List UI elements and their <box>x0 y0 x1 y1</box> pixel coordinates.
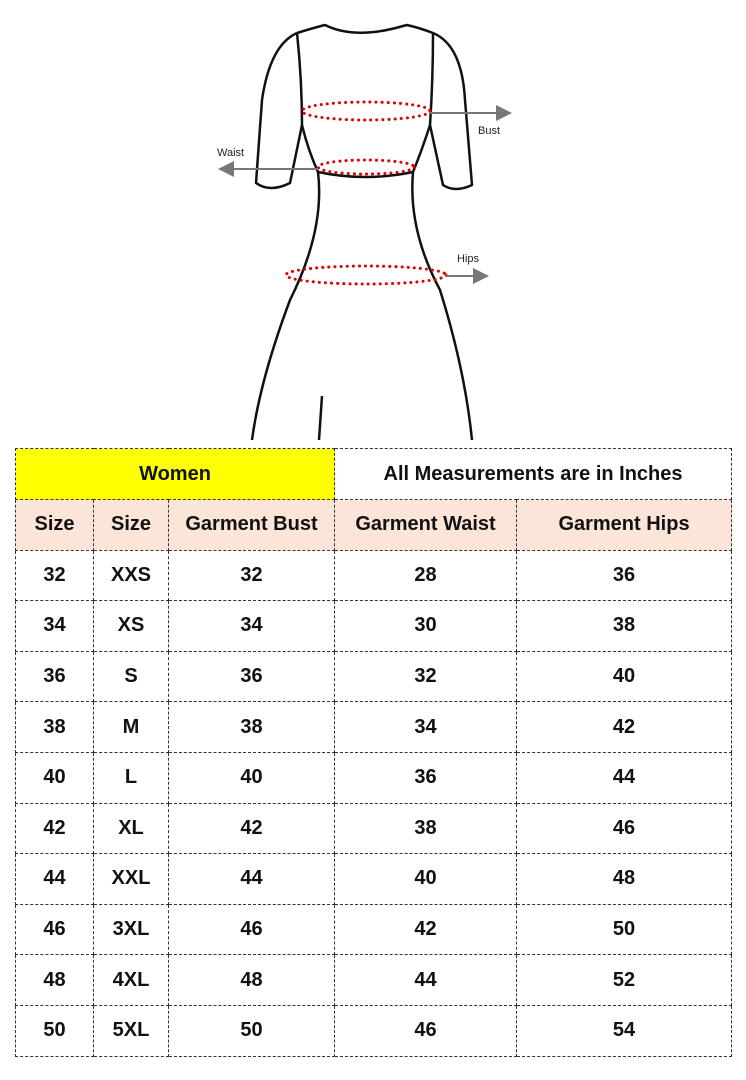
cell-garment-hips: 52 <box>516 954 733 1006</box>
cell-size-letter: XL <box>93 802 169 855</box>
waist-measure-line <box>316 158 416 176</box>
cell-size-number: 36 <box>15 650 94 703</box>
table-row: 48 4XL 48 44 52 <box>15 954 733 1006</box>
cell-garment-bust: 46 <box>167 903 336 956</box>
dress-outline <box>250 23 474 441</box>
cell-garment-hips: 46 <box>516 802 733 855</box>
cell-garment-waist: 32 <box>334 650 518 703</box>
header-garment-bust: Garment Bust <box>167 499 336 551</box>
cell-size-letter: M <box>93 701 169 753</box>
cell-size-number: 42 <box>15 802 94 855</box>
cell-size-number: 40 <box>15 751 94 804</box>
table-row: 50 5XL 50 46 54 <box>15 1004 733 1057</box>
cell-garment-hips: 42 <box>516 701 733 753</box>
women-title: Women <box>14 448 336 500</box>
measure-lines <box>284 100 448 286</box>
waist-label: Waist <box>217 147 244 159</box>
dress-measurement-diagram: Bust Waist Hips <box>217 23 512 441</box>
hips-label: Hips <box>457 253 480 265</box>
cell-size-letter: 4XL <box>93 954 169 1006</box>
table-row: 32 XXS 32 28 36 <box>15 549 733 602</box>
cell-garment-bust: 40 <box>167 751 336 804</box>
cell-garment-waist: 40 <box>334 853 518 905</box>
cell-garment-waist: 44 <box>334 954 518 1006</box>
table-row: 44 XXL 44 40 48 <box>15 853 733 905</box>
table-row: 46 3XL 46 42 50 <box>15 903 733 956</box>
cell-garment-bust: 48 <box>167 954 336 1006</box>
arrows <box>218 105 512 284</box>
cell-size-number: 34 <box>15 600 94 652</box>
cell-size-number: 50 <box>15 1004 94 1057</box>
cell-size-letter: 5XL <box>93 1004 169 1057</box>
table-row: 42 XL 42 38 46 <box>15 802 733 855</box>
cell-garment-hips: 50 <box>516 903 733 956</box>
cell-size-letter: XXS <box>93 549 169 602</box>
header-garment-hips: Garment Hips <box>516 499 733 551</box>
bust-measure-line <box>300 100 432 122</box>
cell-garment-hips: 40 <box>516 650 733 703</box>
cell-garment-hips: 48 <box>516 853 733 905</box>
bust-label: Bust <box>478 125 500 137</box>
cell-size-letter: L <box>93 751 169 804</box>
cell-size-number: 38 <box>15 701 94 753</box>
cell-garment-hips: 36 <box>516 549 733 602</box>
cell-garment-waist: 34 <box>334 701 518 753</box>
cell-size-letter: 3XL <box>93 903 169 956</box>
cell-garment-waist: 30 <box>334 600 518 652</box>
cell-size-letter: XS <box>93 600 169 652</box>
cell-size-letter: S <box>93 650 169 703</box>
table-row: 38 M 38 34 42 <box>15 701 733 753</box>
cell-size-number: 48 <box>15 954 94 1006</box>
cell-garment-waist: 38 <box>334 802 518 855</box>
cell-garment-bust: 44 <box>167 853 336 905</box>
cell-garment-bust: 50 <box>167 1004 336 1057</box>
hips-measure-line <box>284 264 448 286</box>
cell-size-number: 46 <box>15 903 94 956</box>
title-row: Women All Measurements are in Inches <box>14 448 733 500</box>
cell-garment-bust: 38 <box>167 701 336 753</box>
cell-garment-bust: 42 <box>167 802 336 855</box>
header-garment-waist: Garment Waist <box>334 499 518 551</box>
cell-garment-waist: 42 <box>334 903 518 956</box>
table-row: 40 L 40 36 44 <box>15 751 733 804</box>
cell-size-number: 44 <box>15 853 94 905</box>
cell-garment-bust: 36 <box>167 650 336 703</box>
cell-size-number: 32 <box>15 549 94 602</box>
cell-size-letter: XXL <box>93 853 169 905</box>
cell-garment-waist: 36 <box>334 751 518 804</box>
header-row: Size Size Garment Bust Garment Waist Gar… <box>15 499 733 551</box>
header-size-number: Size <box>15 499 94 551</box>
cell-garment-bust: 32 <box>167 549 336 602</box>
cell-garment-waist: 28 <box>334 549 518 602</box>
table-row: 36 S 36 32 40 <box>15 650 733 703</box>
cell-garment-waist: 46 <box>334 1004 518 1057</box>
size-chart-table: Women All Measurements are in Inches Siz… <box>14 448 733 1057</box>
cell-garment-hips: 38 <box>516 600 733 652</box>
units-note: All Measurements are in Inches <box>334 448 733 500</box>
cell-garment-hips: 44 <box>516 751 733 804</box>
cell-garment-hips: 54 <box>516 1004 733 1057</box>
table-row: 34 XS 34 30 38 <box>15 600 733 652</box>
header-size-letter: Size <box>93 499 169 551</box>
cell-garment-bust: 34 <box>167 600 336 652</box>
